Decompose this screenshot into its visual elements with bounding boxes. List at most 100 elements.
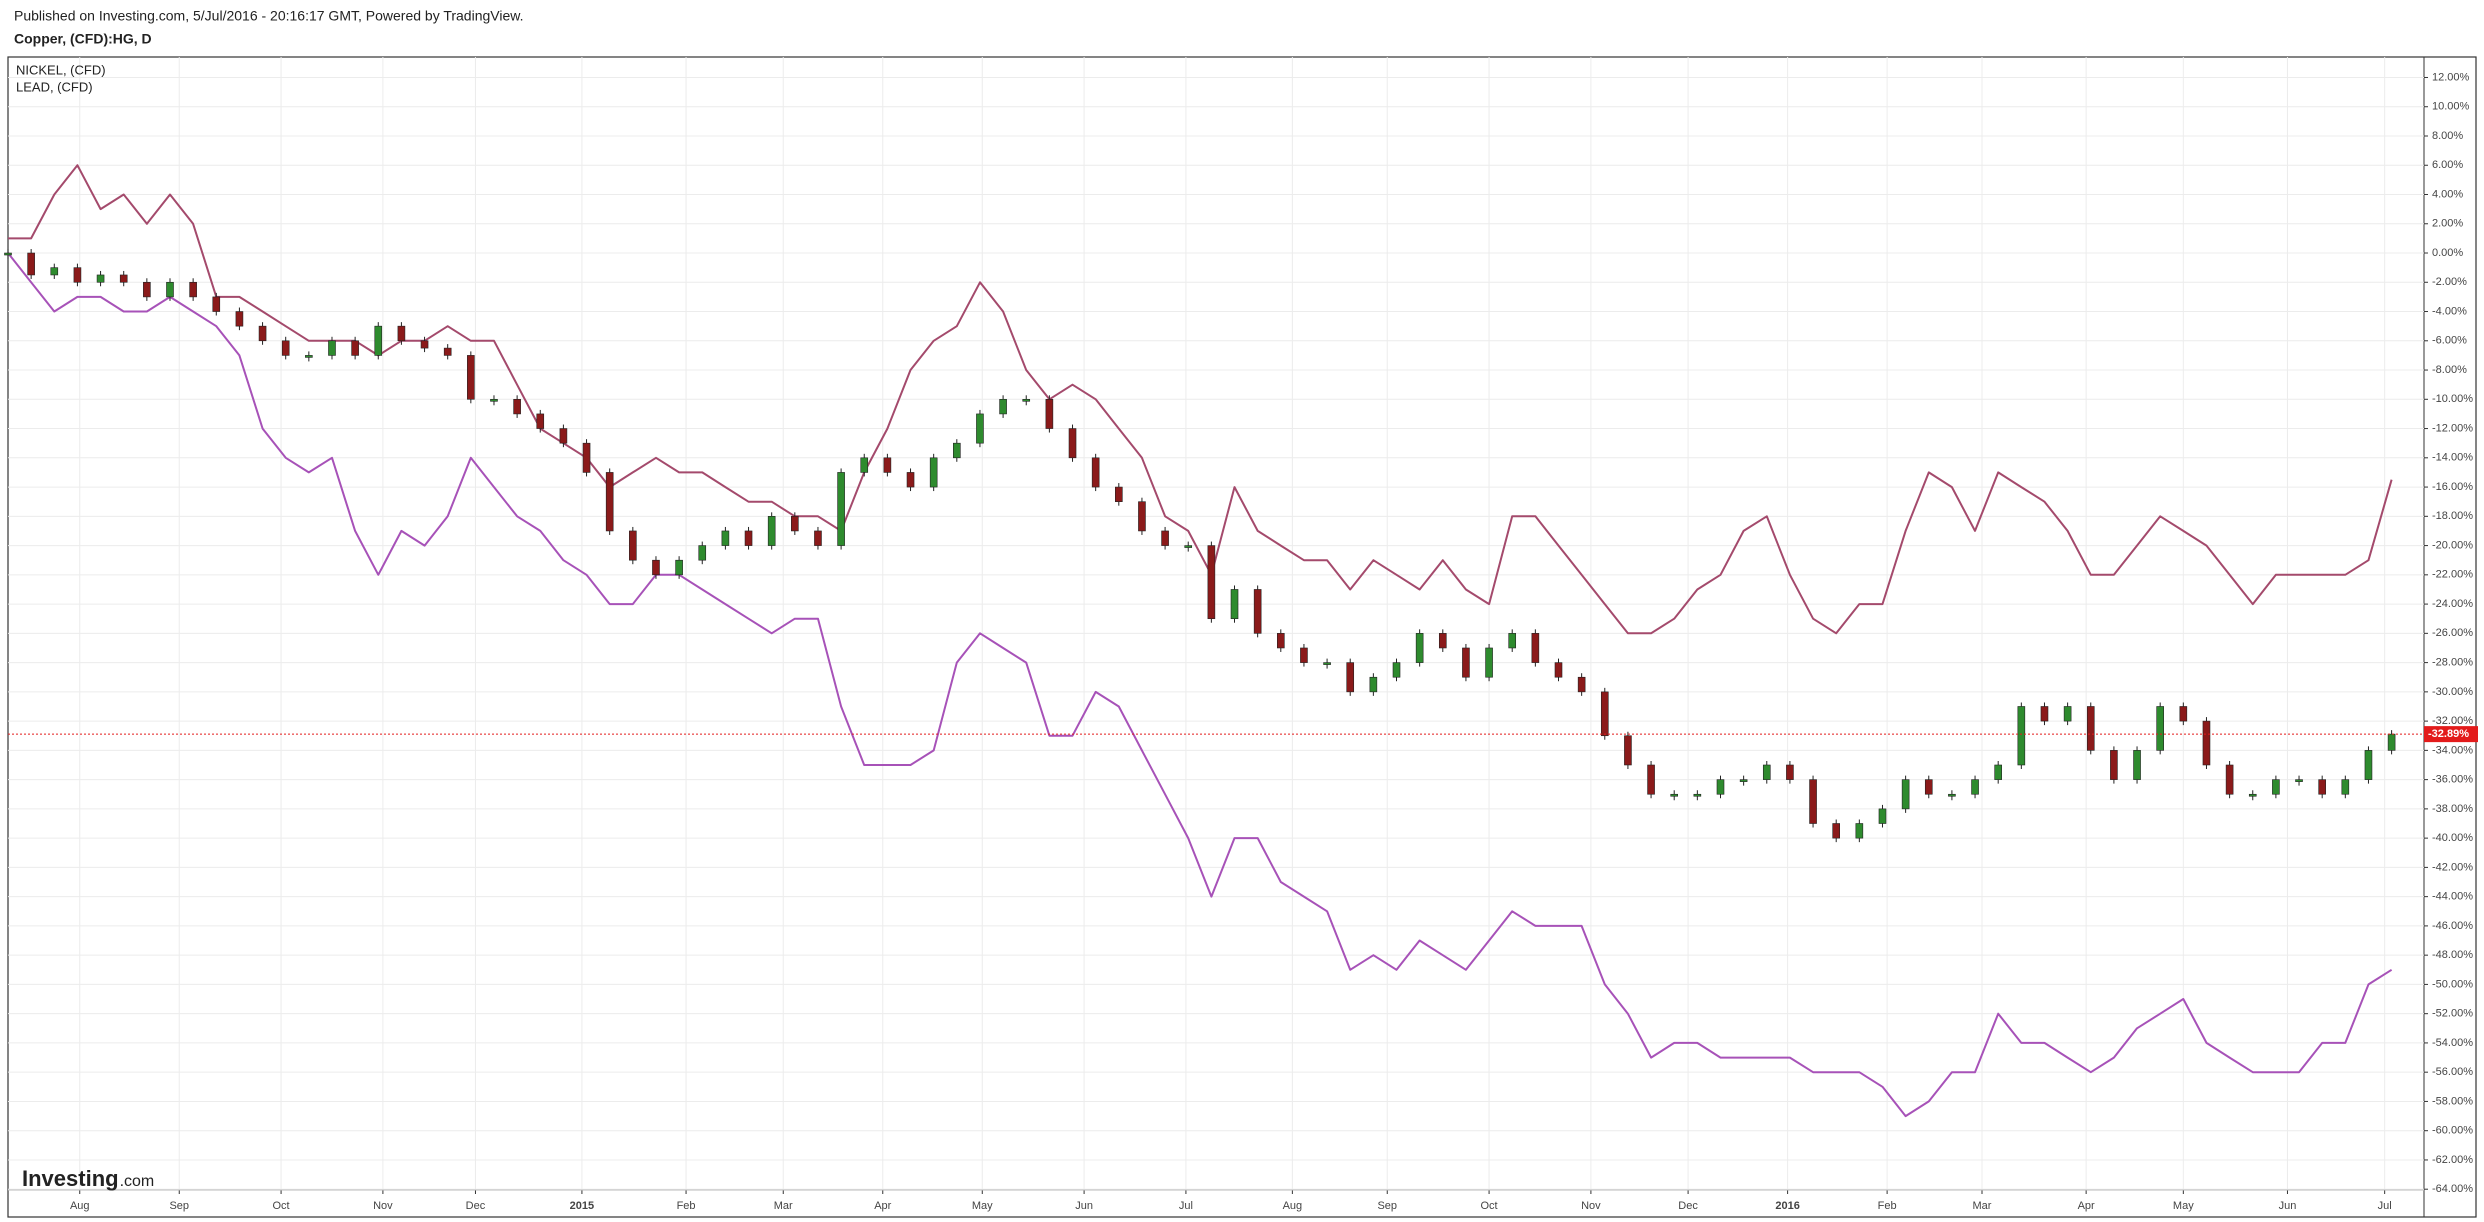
chart-subtitle: Copper, (CFD):HG, D bbox=[14, 31, 152, 47]
y-tick-label: -24.00% bbox=[2432, 598, 2473, 610]
x-tick-label: Sep bbox=[1377, 1200, 1397, 1212]
candle bbox=[721, 530, 730, 546]
candle bbox=[559, 428, 568, 444]
legend-entry: LEAD, (CFD) bbox=[16, 79, 93, 94]
y-tick-label: -30.00% bbox=[2432, 686, 2473, 698]
candle bbox=[652, 559, 660, 576]
candle bbox=[582, 442, 591, 473]
candle bbox=[27, 252, 35, 276]
candle bbox=[883, 457, 892, 473]
y-tick-label: -40.00% bbox=[2432, 832, 2473, 844]
y-tick-label: 10.00% bbox=[2432, 101, 2470, 113]
x-tick-label: 2015 bbox=[570, 1200, 594, 1212]
candle bbox=[1901, 779, 1910, 810]
candle bbox=[2318, 779, 2326, 795]
candle bbox=[2341, 779, 2350, 795]
x-tick-label: Aug bbox=[1283, 1200, 1303, 1212]
candle bbox=[2179, 706, 2188, 722]
candle bbox=[1392, 662, 1401, 678]
candle bbox=[212, 296, 221, 312]
candle bbox=[2156, 706, 2164, 751]
candle bbox=[281, 340, 290, 356]
candle bbox=[1786, 764, 1794, 780]
candle bbox=[1138, 501, 1146, 532]
x-tick-label: 2016 bbox=[1775, 1200, 1799, 1212]
y-tick-label: -2.00% bbox=[2432, 276, 2467, 288]
candle bbox=[1462, 647, 1470, 678]
y-tick-label: -26.00% bbox=[2432, 627, 2473, 639]
x-tick-label: Dec bbox=[1678, 1200, 1698, 1212]
x-tick-label: Mar bbox=[774, 1200, 793, 1212]
candle bbox=[235, 311, 244, 327]
candle bbox=[1161, 530, 1169, 546]
y-tick-label: 6.00% bbox=[2432, 159, 2463, 171]
legend-entry: NICKEL, (CFD) bbox=[16, 62, 106, 77]
y-tick-label: -4.00% bbox=[2432, 305, 2467, 317]
y-tick-label: -58.00% bbox=[2432, 1095, 2473, 1107]
candle bbox=[1230, 589, 1239, 620]
candle bbox=[814, 530, 822, 546]
x-tick-label: May bbox=[972, 1200, 993, 1212]
chart-title: Published on Investing.com, 5/Jul/2016 -… bbox=[14, 8, 523, 24]
y-tick-label: -6.00% bbox=[2432, 335, 2467, 347]
candle bbox=[490, 398, 498, 402]
y-tick-label: -60.00% bbox=[2432, 1125, 2473, 1137]
candle bbox=[189, 281, 197, 298]
candle bbox=[258, 325, 267, 342]
candle bbox=[2364, 750, 2373, 780]
candle bbox=[1369, 676, 1378, 693]
candle bbox=[2202, 720, 2211, 766]
candle bbox=[351, 340, 359, 356]
y-tick-label: -36.00% bbox=[2432, 774, 2473, 786]
candle bbox=[2040, 706, 2049, 722]
candle bbox=[1716, 779, 1725, 795]
candle bbox=[1809, 779, 1817, 824]
candle bbox=[999, 398, 1007, 415]
candle bbox=[1485, 647, 1493, 678]
x-tick-label: Nov bbox=[1581, 1200, 1601, 1212]
chart-frame bbox=[7, 56, 2477, 1218]
candle bbox=[837, 472, 845, 546]
candle bbox=[1948, 793, 1956, 797]
candle bbox=[536, 413, 545, 429]
candle bbox=[1045, 398, 1054, 429]
x-tick-label: Apr bbox=[2078, 1200, 2095, 1212]
candle bbox=[1994, 764, 2002, 780]
candle bbox=[1415, 633, 1424, 663]
candle bbox=[1346, 662, 1355, 693]
candle bbox=[1276, 633, 1285, 649]
candle bbox=[513, 398, 521, 415]
y-tick-label: -14.00% bbox=[2432, 452, 2473, 464]
candle bbox=[1693, 793, 1702, 797]
candle bbox=[1438, 633, 1447, 649]
candle bbox=[1184, 545, 1193, 548]
candle bbox=[2387, 733, 2396, 751]
candle bbox=[2063, 706, 2072, 722]
candle bbox=[443, 347, 452, 356]
y-tick-label: -54.00% bbox=[2432, 1037, 2473, 1049]
candle bbox=[1878, 808, 1887, 824]
candle bbox=[1762, 764, 1771, 780]
candle bbox=[1300, 647, 1308, 663]
y-tick-label: 0.00% bbox=[2432, 247, 2463, 259]
candle bbox=[1647, 764, 1655, 795]
candle bbox=[976, 413, 984, 444]
y-tick-label: -38.00% bbox=[2432, 803, 2473, 815]
candle bbox=[1600, 691, 1609, 737]
x-tick-label: May bbox=[2173, 1200, 2194, 1212]
price-tag bbox=[2424, 726, 2478, 743]
candle bbox=[767, 516, 776, 546]
candle bbox=[1624, 735, 1632, 766]
y-tick-label: -62.00% bbox=[2432, 1154, 2473, 1166]
x-tick-label: Jul bbox=[2378, 1200, 2392, 1212]
x-tick-label: Dec bbox=[466, 1200, 486, 1212]
candle bbox=[2272, 779, 2280, 795]
candle bbox=[119, 274, 128, 283]
y-tick-label: -34.00% bbox=[2432, 744, 2473, 756]
candle bbox=[1670, 793, 1679, 797]
candle bbox=[1739, 779, 1748, 782]
candle bbox=[2225, 764, 2234, 795]
price-tag-label: -32.89% bbox=[2428, 728, 2469, 740]
candle bbox=[605, 472, 614, 532]
